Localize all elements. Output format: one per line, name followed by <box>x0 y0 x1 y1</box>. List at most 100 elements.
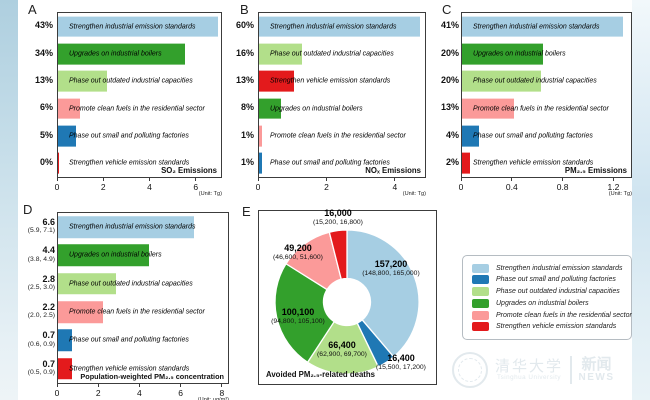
bar-row: Promote clean fuels in the residential s… <box>58 298 228 326</box>
panel-b-plot: Strengthen industrial emission standards… <box>258 12 426 178</box>
bar-row: Phase out outdated industrial capacities <box>58 68 221 95</box>
axis-tick <box>612 178 614 181</box>
bar-value: 16% <box>235 47 254 58</box>
bar-red <box>58 152 60 174</box>
axis-tick-label: 0 <box>54 182 60 192</box>
pie-slice-label: 66,400 (62,900, 69,700) <box>287 340 397 359</box>
bar-row: Strengthen vehicle emission standards <box>259 68 425 95</box>
bar-value-label: 2.8 (2.5, 3.0) <box>8 269 55 297</box>
bar-value: 2% <box>445 157 459 168</box>
bar-value: 43% <box>34 20 53 31</box>
axis-tick <box>97 384 99 387</box>
axis-tick <box>221 384 223 387</box>
legend-label: Promote clean fuels in the residential s… <box>496 311 632 319</box>
bar-value: 0.7 <box>42 358 55 369</box>
bar-row: Phase out outdated industrial capacities <box>259 40 425 67</box>
bar-value: 0.7 <box>42 330 55 341</box>
pie-slice-value: 157,200 <box>374 259 408 269</box>
bar-label: Strengthen industrial emission standards <box>69 223 196 231</box>
bar-lightgreen <box>462 70 541 92</box>
axis-tick <box>148 178 150 181</box>
bar-label: Phase out outdated industrial capacities <box>69 280 193 288</box>
university-name-en: Tsinghua University <box>496 373 562 381</box>
bar-row: Promote clean fuels in the residential s… <box>58 95 221 122</box>
bar-value-label: 4% <box>430 121 459 148</box>
legend-label: Phase out outdated industrial capacities <box>496 288 620 296</box>
bar-row: Strengthen vehicle emission standards <box>58 150 221 177</box>
bar-value: 20% <box>440 47 459 58</box>
bar-value-label: 60% <box>228 12 254 39</box>
panel-c-bars: Strengthen industrial emission standards… <box>462 13 631 177</box>
panel-c: C 41% 20% 20% 13% 4% 2% Strengthen industrial… <box>430 2 632 198</box>
axis-tick-label: 4 <box>137 388 142 398</box>
bar-value-label: 20% <box>430 39 459 66</box>
panel-a-axis: 0 2 4 6 (Unit: Tg) <box>55 178 222 200</box>
bar-label: Strengthen vehicle emission standards <box>270 77 391 85</box>
axis-tick <box>56 384 58 387</box>
bar-value-label: 13% <box>228 67 254 94</box>
bar-label: Strengthen vehicle emission standards <box>69 159 190 167</box>
axis-unit: (Unit: µg/m³) <box>197 397 229 400</box>
pie-slice-value: 16,400 <box>387 353 415 363</box>
legend-label: Strengthen industrial emission standards <box>496 264 623 272</box>
panel-d-bars: Strengthen industrial emission standards… <box>58 213 228 383</box>
bar-value-label: 1% <box>228 149 254 176</box>
bar-value-label: 6.6 (5.9, 7.1) <box>8 212 55 240</box>
bar-label: Phase out outdated industrial capacities <box>69 77 193 85</box>
bar-value-label: 2% <box>430 149 459 176</box>
bar-value: 41% <box>440 20 459 31</box>
legend-label: Strengthen vehicle emission standards <box>496 323 617 331</box>
bar-value: 5% <box>39 129 53 140</box>
panel-c-axis: 0 0.4 0.8 1.2 (Unit: Tg) <box>459 178 632 200</box>
bar-value-label: 4.4 (3.8, 4.9) <box>8 240 55 268</box>
bar-value-ci: (0.6, 0.9) <box>27 340 55 348</box>
bar-value-label: 1% <box>228 121 254 148</box>
bar-lightblue <box>462 16 624 38</box>
axis-tick-label: 2 <box>100 182 106 192</box>
bar-row: Phase out small and polluting factories <box>259 150 425 177</box>
watermark-university: 清华大学 Tsinghua University <box>495 358 563 381</box>
bar-value: 2.2 <box>42 302 55 313</box>
bar-value: 13% <box>235 75 254 86</box>
bar-value: 1% <box>240 129 254 140</box>
axis-tick <box>394 178 396 181</box>
panel-e: E Avoided PM₂.₅-related deaths 157,200 (1… <box>242 202 442 398</box>
bar-value-label: 0.7 (0.5, 0.9) <box>8 354 55 382</box>
bar-label: Strengthen vehicle emission standards <box>69 365 190 373</box>
legend-swatch-darkblue <box>472 275 489 285</box>
pie-slice-ci: (46,600, 51,600) <box>273 253 323 261</box>
legend-item: Upgrades on industrial boilers <box>472 298 631 308</box>
bar-value-label: 8% <box>228 94 254 121</box>
axis-tick <box>195 178 197 181</box>
bar-label: Phase out small and polluting factories <box>69 336 189 344</box>
panel-a-bars: Strengthen industrial emission standards… <box>58 13 221 177</box>
bar-value: 6.6 <box>42 217 55 228</box>
bar-value: 0% <box>39 157 53 168</box>
pie-slice-value: 66,400 <box>328 340 356 350</box>
bar-value: 8% <box>240 102 254 113</box>
pie-slice-ci: (15,200, 16,800) <box>313 218 363 226</box>
pie-slice-label: 157,200 (148,800, 165,000) <box>336 259 446 278</box>
bar-value-ci: (2.5, 3.0) <box>27 284 55 292</box>
panel-c-plot: Strengthen industrial emission standards… <box>461 12 632 178</box>
panel-d-value-labels: 6.6 (5.9, 7.1) 4.4 (3.8, 4.9) 2.8 (2.5, 3.0) 2… <box>8 212 55 382</box>
bar-row: Phase out small and polluting factories <box>462 122 631 149</box>
bar-row: Strengthen vehicle emission standards <box>58 355 228 383</box>
bar-value-ci: (3.8, 4.9) <box>27 255 55 263</box>
bar-value-ci: (0.5, 0.9) <box>27 369 55 377</box>
watermark-news: 新闻 NEWS <box>579 357 615 383</box>
axis-tick-label: 0.8 <box>556 182 569 192</box>
panel-d-plot: Strengthen industrial emission standards… <box>57 212 229 384</box>
bar-value-ci: (5.9, 7.1) <box>27 227 55 235</box>
bar-row: Promote clean fuels in the residential s… <box>462 95 631 122</box>
panel-d: D 6.6 (5.9, 7.1) 4.4 (3.8, 4.9) 2.8 (2.5, 3.0… <box>8 202 229 400</box>
pie-slice-label: 16,000 (15,200, 16,800) <box>283 208 393 227</box>
bar-row: Strengthen industrial emission standards <box>58 213 228 241</box>
bar-value: 13% <box>440 102 459 113</box>
legend-item: Strengthen industrial emission standards <box>472 263 631 273</box>
bar-pink <box>58 98 80 120</box>
legend-swatch-lightblue <box>472 263 489 273</box>
bar-darkgreen <box>58 244 149 267</box>
axis-tick-label: 8 <box>219 388 225 398</box>
